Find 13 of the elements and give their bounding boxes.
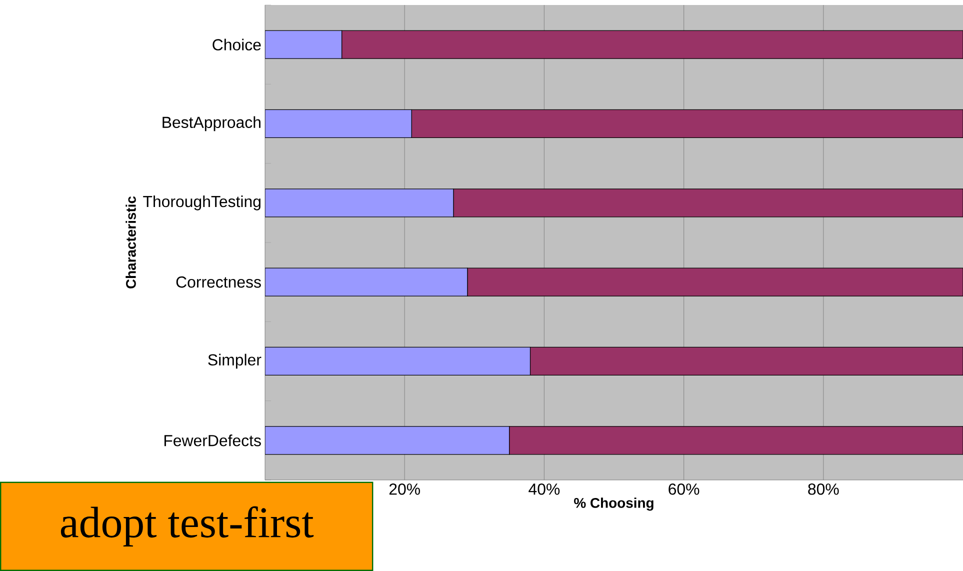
x-tick-label: 60% [668,484,700,495]
y-tick-label: Correctness [176,276,261,288]
y-tick-label: BestApproach [162,116,260,132]
x-tick-label: 20% [389,484,420,495]
x-axis-title: % Choosing [574,498,654,511]
x-tick-label: 40% [528,484,560,495]
y-tick-label: Choice [212,38,261,50]
y-tick-label: ThoroughTesting [143,195,260,210]
x-tick-label: 80% [808,484,839,495]
y-tick-label: FewerDefects [164,434,261,446]
text: adopt test-first [60,506,314,546]
y-axis-title: Characteristic [126,196,136,288]
y-tick-label: Simpler [208,354,262,369]
